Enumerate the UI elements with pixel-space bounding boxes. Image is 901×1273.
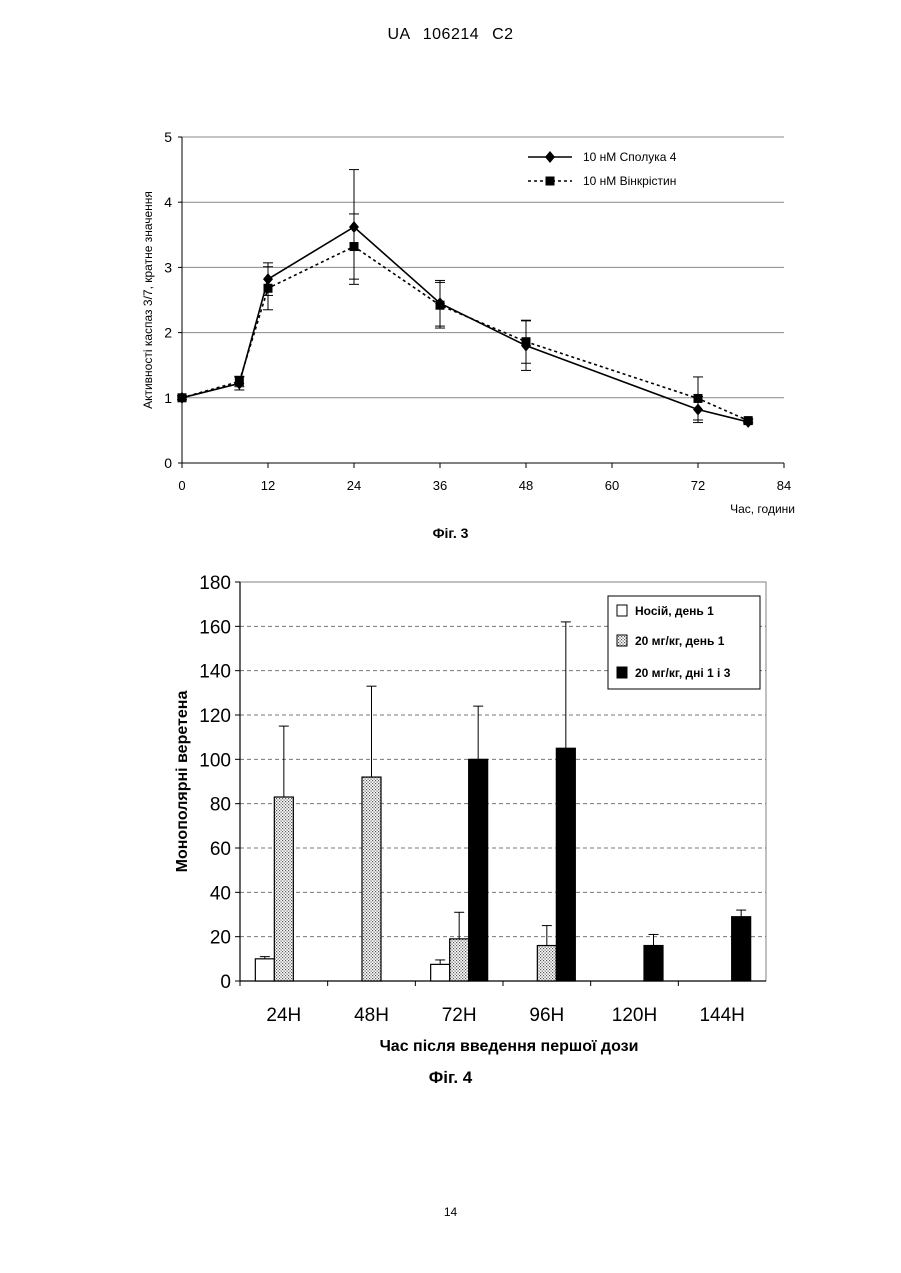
series-line-2	[182, 247, 748, 421]
x-tick-label: 48H	[354, 1005, 389, 1026]
x-axis-label: Час після введення першої дози	[380, 1038, 639, 1055]
y-tick-label: 0	[164, 455, 172, 471]
x-tick-label: 0	[178, 478, 185, 493]
legend-label: 10 нМ Сполука 4	[583, 150, 677, 164]
x-tick-label: 48	[519, 478, 533, 493]
x-tick-label: 12	[261, 478, 275, 493]
legend-label: Носій, день 1	[635, 604, 714, 618]
data-point-square	[264, 284, 273, 293]
bar-3	[469, 759, 488, 981]
y-tick-label: 20	[210, 928, 231, 949]
y-tick-label: 2	[164, 325, 172, 341]
y-tick-label: 120	[199, 706, 231, 727]
series-line-1	[182, 227, 748, 422]
legend-swatch-3	[617, 667, 627, 678]
bar-3	[644, 946, 663, 981]
x-tick-label: 72H	[442, 1005, 477, 1026]
y-tick-label: 5	[164, 129, 172, 145]
bar-2	[537, 946, 556, 981]
figure-4-caption: Фіг. 4	[0, 1068, 901, 1088]
x-tick-label: 24H	[266, 1005, 301, 1026]
y-tick-label: 1	[164, 390, 172, 406]
y-tick-label: 140	[199, 662, 231, 683]
legend-label: 20 мг/кг, день 1	[635, 634, 725, 648]
bar-2	[362, 777, 381, 981]
bar-3	[732, 917, 751, 981]
bar-2	[450, 939, 469, 981]
bar-1	[255, 959, 274, 981]
chart-4-plot: 0 20 40 60 80 100 120 140 160 180 24H 48H 72H 96H 120H…	[174, 573, 766, 1055]
chart-3-plot: 012345012243648607284Час, годиниАктивнос…	[141, 129, 795, 516]
x-tick-label: 144H	[699, 1005, 744, 1026]
figure-3-caption: Фіг. 3	[0, 525, 901, 541]
x-tick-label: 24	[347, 478, 361, 493]
x-tick-label: 60	[605, 478, 619, 493]
legend-label: 10 нМ Вінкрістин	[583, 174, 676, 188]
x-tick-label: 120H	[612, 1005, 657, 1026]
page-number: 14	[0, 1205, 901, 1219]
bar-1	[431, 964, 450, 981]
legend-label: 20 мг/кг, дні 1 і 3	[635, 666, 731, 680]
x-tick-label: 72	[691, 478, 705, 493]
y-tick-label: 80	[210, 795, 231, 816]
legend-swatch-1	[617, 605, 627, 616]
y-tick-label: 4	[164, 194, 172, 210]
y-tick-label: 160	[199, 617, 231, 638]
y-axis-label: Активності каспаз 3/7, кратне значення	[141, 191, 155, 409]
data-point-square	[350, 242, 359, 251]
y-tick-label: 0	[220, 972, 231, 993]
x-tick-label: 96H	[529, 1005, 564, 1026]
legend-marker-square	[546, 177, 555, 186]
legend-marker-diamond	[545, 151, 555, 163]
y-tick-label: 60	[210, 839, 231, 860]
x-axis-label: Час, години	[730, 502, 795, 516]
y-tick-label: 100	[199, 750, 231, 771]
data-point-square	[744, 416, 753, 425]
legend-swatch-2	[617, 635, 627, 646]
x-tick-label: 36	[433, 478, 447, 493]
x-tick-label: 84	[777, 478, 791, 493]
data-point-square	[522, 337, 531, 346]
data-point-square	[178, 393, 187, 402]
data-point-square	[694, 394, 703, 403]
data-point-square	[235, 377, 244, 386]
y-tick-label: 40	[210, 883, 231, 904]
bar-3	[556, 748, 575, 981]
data-point-square	[436, 301, 445, 310]
y-axis-label: Монополярні веретена	[174, 691, 191, 873]
y-tick-label: 180	[199, 573, 231, 594]
y-tick-label: 3	[164, 259, 172, 275]
bar-2	[274, 797, 293, 981]
